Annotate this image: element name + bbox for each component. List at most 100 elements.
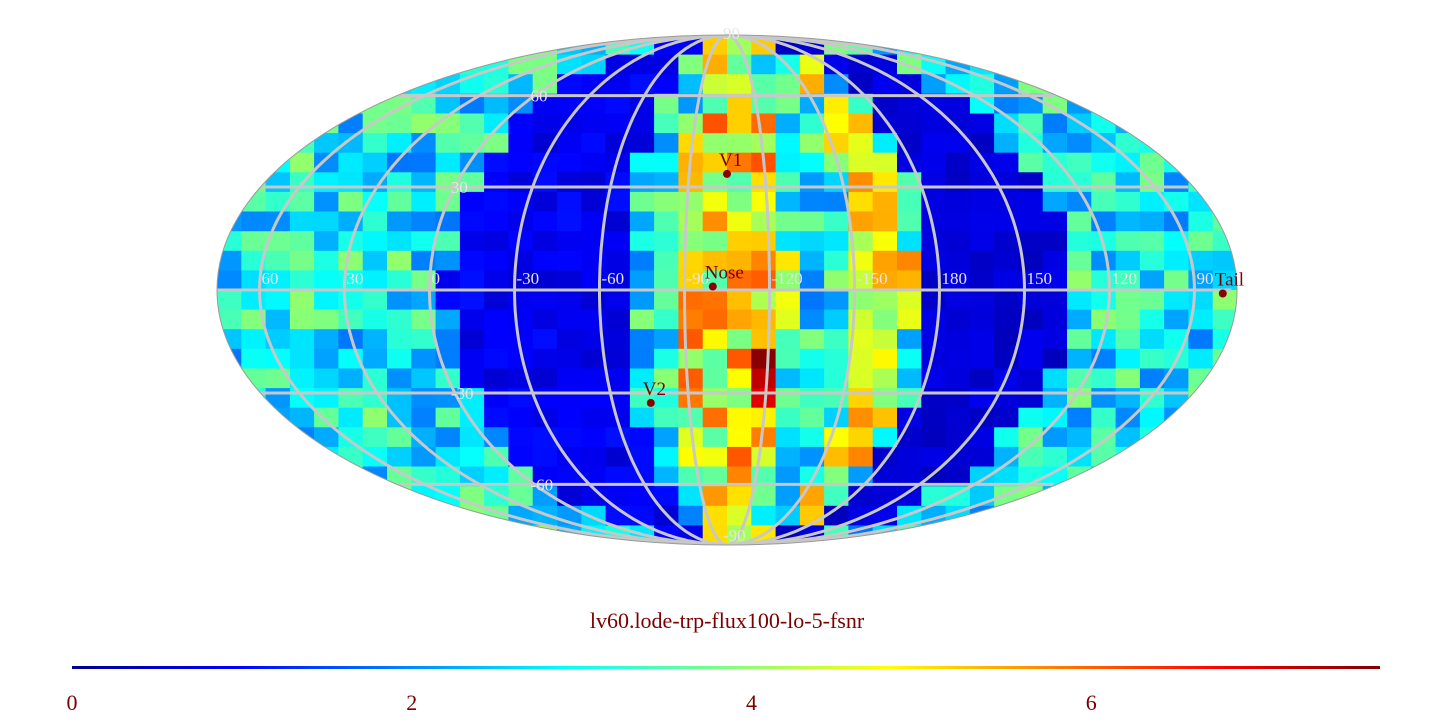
flux-pixel	[1042, 388, 1068, 409]
flux-pixel	[605, 191, 631, 213]
flux-pixel	[581, 113, 607, 134]
flux-pixel	[459, 211, 485, 232]
flux-pixel	[727, 446, 752, 468]
flux-pixel	[775, 191, 801, 213]
flux-pixel	[314, 231, 339, 252]
flux-pixel	[897, 231, 922, 252]
flux-pixel	[362, 368, 388, 389]
flux-pixel	[387, 466, 412, 487]
flux-pixel	[435, 290, 461, 311]
flux-pixel	[824, 309, 849, 330]
flux-pixel	[775, 290, 801, 311]
flux-pixel	[387, 309, 412, 330]
flux-pixel	[994, 250, 1019, 271]
flux-pixel	[532, 191, 558, 213]
flux-pixel	[1188, 250, 1214, 271]
flux-pixel	[532, 309, 558, 330]
flux-pixel	[338, 388, 364, 409]
flux-pixel	[387, 133, 412, 154]
flux-pixel	[387, 211, 412, 232]
flux-pixel	[459, 270, 485, 291]
flux-pixel	[508, 388, 534, 409]
flux-pixel	[1018, 407, 1044, 428]
flux-pixel	[945, 133, 971, 154]
flux-pixel	[872, 152, 898, 173]
flux-pixel	[484, 270, 509, 291]
flux-pixel	[629, 172, 655, 193]
flux-pixel	[897, 466, 922, 487]
flux-pixel	[605, 113, 631, 134]
longitude-label: -60	[602, 269, 625, 288]
flux-pixel	[897, 348, 922, 369]
flux-pixel	[629, 427, 655, 448]
flux-pixel	[1042, 133, 1068, 154]
flux-pixel	[1018, 348, 1044, 369]
flux-pixel	[678, 368, 704, 389]
flux-pixel	[921, 113, 947, 134]
flux-pixel	[605, 250, 631, 271]
flux-pixel	[217, 290, 242, 311]
flux-pixel	[872, 290, 898, 311]
flux-pixel	[508, 348, 534, 369]
flux-pixel	[654, 329, 679, 350]
flux-pixel	[314, 348, 339, 369]
flux-pixel	[411, 388, 437, 409]
flux-pixel	[994, 309, 1019, 330]
longitude-label: 150	[1027, 269, 1053, 288]
flux-pixel	[824, 211, 849, 232]
flux-pixel	[969, 466, 995, 487]
flux-pixel	[702, 152, 728, 173]
flux-pixel	[824, 93, 849, 114]
flux-pixel	[872, 466, 898, 487]
flux-pixel	[727, 348, 752, 369]
flux-pixel	[581, 152, 607, 173]
flux-pixel	[557, 348, 582, 369]
flux-pixel	[629, 133, 655, 154]
flux-pixel	[629, 290, 655, 311]
flux-pixel	[872, 133, 898, 154]
marker-label: Nose	[705, 263, 744, 284]
flux-pixel	[654, 270, 679, 291]
flux-pixel	[629, 446, 655, 468]
flux-pixel	[1115, 270, 1141, 291]
flux-pixel	[799, 250, 825, 271]
colorbar-tick-label: 2	[406, 690, 417, 715]
flux-pixel	[945, 191, 971, 213]
flux-pixel	[508, 427, 534, 448]
flux-pixel	[945, 309, 971, 330]
flux-pixel	[1188, 368, 1214, 389]
flux-pixel	[702, 113, 728, 134]
flux-pixel	[265, 152, 291, 173]
flux-pixel	[1042, 231, 1068, 252]
flux-pixel	[702, 486, 728, 507]
flux-pixel	[678, 54, 704, 75]
flux-pixel	[387, 191, 412, 213]
flux-pixel	[702, 133, 728, 154]
flux-pixel	[799, 368, 825, 389]
flux-pixel	[702, 211, 728, 232]
flux-pixel	[897, 152, 922, 173]
flux-pixel	[508, 309, 534, 330]
flux-pixel	[459, 133, 485, 154]
flux-pixel	[362, 329, 388, 350]
flux-pixel	[1091, 309, 1117, 330]
flux-pixel	[362, 152, 388, 173]
flux-pixel	[1164, 290, 1189, 311]
flux-pixel	[969, 446, 995, 468]
flux-pixel	[629, 309, 655, 330]
flux-pixel	[629, 113, 655, 134]
flux-pixel	[217, 309, 242, 330]
flux-pixel	[241, 290, 267, 311]
flux-pixel	[314, 309, 339, 330]
flux-pixel	[751, 74, 777, 95]
flux-pixel	[654, 231, 679, 252]
flux-pixel	[897, 290, 922, 311]
flux-pixel	[678, 486, 704, 507]
flux-pixel	[1212, 211, 1237, 232]
flux-pixel	[1115, 329, 1141, 350]
flux-pixel	[241, 309, 267, 330]
flux-pixel	[775, 113, 801, 134]
flux-pixel	[508, 407, 534, 428]
flux-pixel	[727, 388, 752, 409]
flux-pixel	[824, 250, 849, 271]
